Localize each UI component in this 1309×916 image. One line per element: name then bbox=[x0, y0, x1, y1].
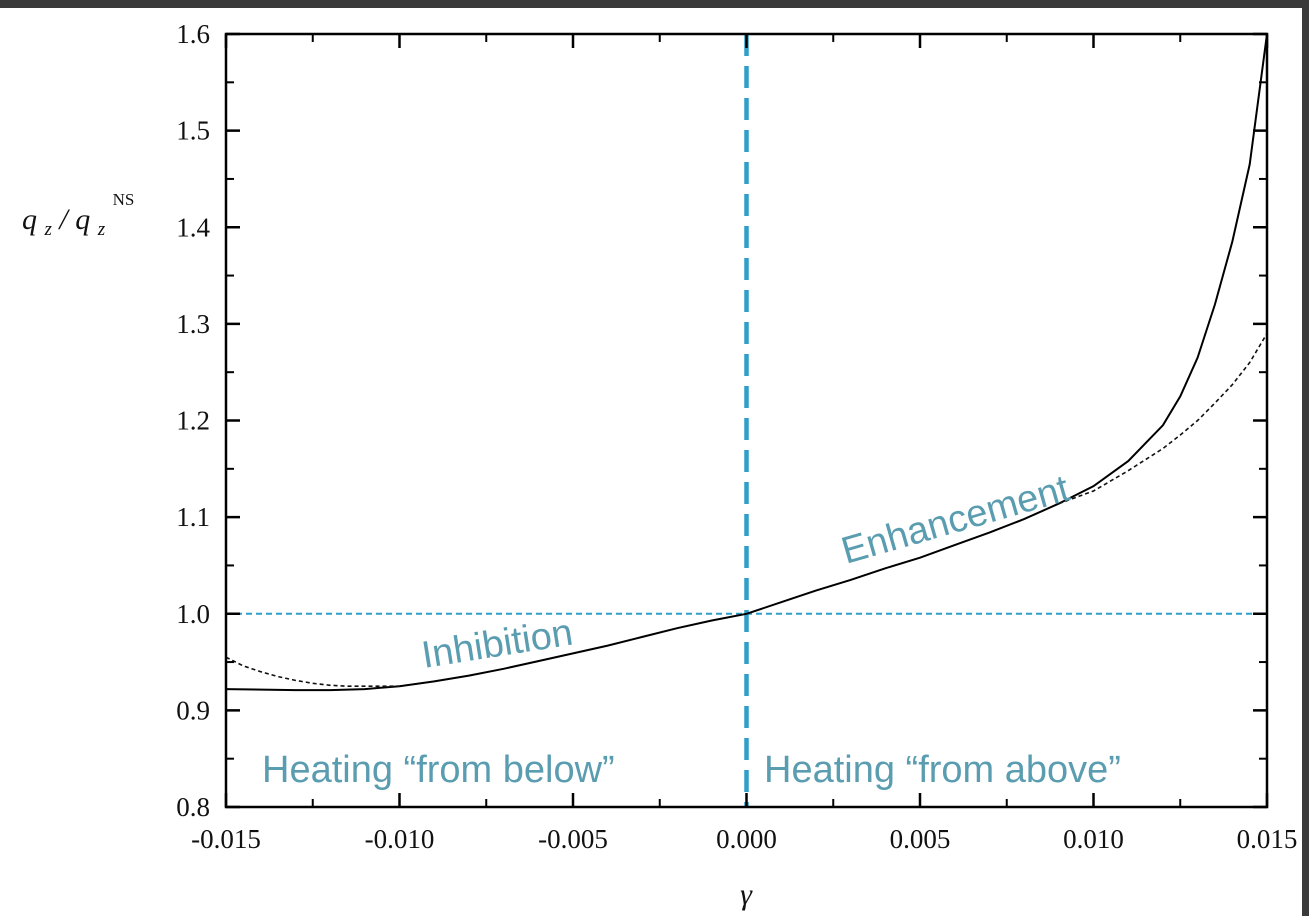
y-axis-title-q1: q bbox=[22, 203, 37, 236]
y-tick-label: 0.9 bbox=[176, 695, 210, 725]
annotation-enhancement: Enhancement bbox=[837, 468, 1074, 573]
annotation-inhibition: Inhibition bbox=[419, 612, 576, 677]
y-tick-label: 1.3 bbox=[176, 309, 210, 339]
x-tick-label: -0.015 bbox=[191, 824, 261, 854]
figure-background bbox=[0, 8, 1302, 916]
x-tick-label: -0.005 bbox=[538, 824, 608, 854]
annotation-heating-below: Heating “from below” bbox=[262, 749, 615, 791]
x-tick-label: 0.015 bbox=[1237, 824, 1298, 854]
series-dotted-line-right bbox=[1058, 333, 1268, 505]
y-axis-title-slash: / bbox=[57, 203, 70, 236]
x-tick-label: 0.010 bbox=[1063, 824, 1124, 854]
x-tick-label: 0.000 bbox=[716, 824, 777, 854]
y-tick-label: 1.1 bbox=[176, 502, 210, 532]
y-tick-label: 1.6 bbox=[176, 19, 210, 49]
y-tick-label: 1.4 bbox=[176, 212, 210, 242]
y-axis-title-sup: NS bbox=[113, 190, 135, 209]
series-solid-line bbox=[225, 33, 1268, 692]
y-axis-title-q2: q bbox=[75, 203, 90, 236]
x-tick-label: 0.005 bbox=[890, 824, 951, 854]
y-tick-label: 1.2 bbox=[176, 406, 210, 436]
x-axis-title: γ bbox=[740, 878, 753, 911]
y-tick-label: 1.0 bbox=[176, 599, 210, 629]
y-axis-title-sub2: z bbox=[97, 219, 106, 240]
y-axis-title: q z / q z NS bbox=[22, 190, 134, 242]
y-axis-title-sub1: z bbox=[44, 219, 53, 240]
y-tick-label: 0.8 bbox=[176, 792, 210, 822]
series-dotted-line-left bbox=[225, 656, 400, 688]
y-tick-label: 1.5 bbox=[176, 116, 210, 146]
x-tick-label: -0.010 bbox=[365, 824, 435, 854]
annotation-heating-above: Heating “from above” bbox=[764, 749, 1121, 791]
